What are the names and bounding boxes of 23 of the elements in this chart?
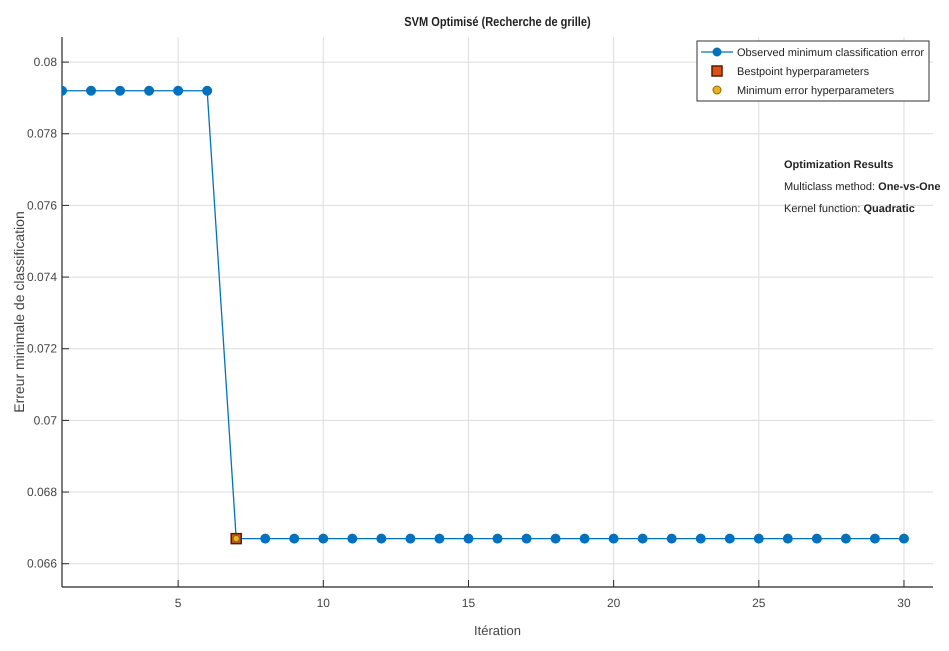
y-tick-label: 0.066 bbox=[26, 556, 58, 571]
x-tick-label: 15 bbox=[462, 596, 476, 610]
x-tick-label: 5 bbox=[174, 596, 182, 610]
y-tick-label: 0.068 bbox=[26, 485, 58, 500]
y-tick-label: 0.074 bbox=[26, 270, 58, 284]
y-axis-title: Erreur minimale de classification bbox=[11, 211, 27, 413]
annotation: Kernel function: Quadratic bbox=[784, 203, 915, 215]
legend-label: Bestpoint hyperparameters bbox=[737, 66, 870, 78]
y-tick-label: 0.076 bbox=[26, 198, 58, 212]
annotation: Optimization Results bbox=[784, 159, 894, 171]
x-tick-label: 25 bbox=[752, 596, 766, 610]
x-axis-title: Itération bbox=[474, 623, 521, 638]
x-tick-label: 20 bbox=[606, 596, 621, 610]
x-tick-label: 30 bbox=[897, 596, 911, 610]
y-tick-label: 0.07 bbox=[34, 413, 58, 428]
annotation: Multiclass method: One-vs-One bbox=[784, 181, 941, 193]
x-tick-label: 10 bbox=[316, 596, 330, 610]
legend-label: Minimum error hyperparameters bbox=[737, 85, 895, 97]
y-tick-label: 0.08 bbox=[34, 55, 58, 70]
y-tick-label: 0.078 bbox=[26, 126, 58, 141]
chart-title: SVM Optimisé (Recherche de grille) bbox=[404, 14, 591, 30]
legend-label: Observed minimum classification error bbox=[737, 47, 924, 59]
y-tick-label: 0.072 bbox=[26, 342, 58, 356]
